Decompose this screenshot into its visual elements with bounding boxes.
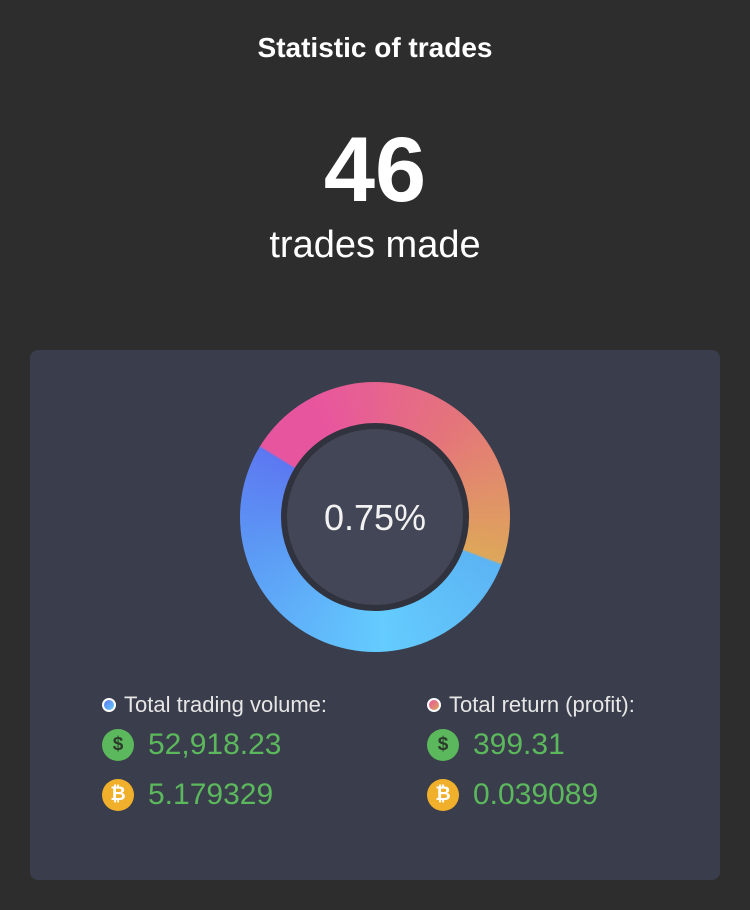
volume-column: Total trading volume: $52,918.23 ₿ 5.1793… <box>102 690 422 820</box>
amount: 5.179329 <box>148 778 274 811</box>
donut-center-label: 0.75% <box>323 497 427 538</box>
currency-icon: $ <box>427 729 459 761</box>
legend-item: Total return (profit): <box>427 690 747 720</box>
legend-dot <box>102 698 116 712</box>
trade-count: 46 <box>323 119 427 221</box>
currency-icon: $ <box>102 729 134 761</box>
trade-count-label: trades made <box>269 224 481 266</box>
stats-card: 0.75% Total trading volume: $52,918.23 ₿… <box>30 350 720 880</box>
currency-icon: ₿ <box>102 779 134 811</box>
amount: 52,918.23 <box>148 728 282 761</box>
amount: 399.31 <box>473 728 565 761</box>
amount-row: $52,918.23 <box>102 720 422 770</box>
legend-label: Total return (profit): <box>449 692 635 717</box>
amount: 0.039089 <box>473 778 599 811</box>
amount-row: $399.31 <box>427 720 747 770</box>
amount-row: ₿ 0.039089 <box>427 770 747 820</box>
title: Statistic of trades <box>257 32 493 63</box>
return-column: Total return (profit): $399.31 ₿ 0.039089 <box>427 690 747 820</box>
legend-dot <box>427 698 441 712</box>
amount-row: ₿ 5.179329 <box>102 770 422 820</box>
currency-icon: ₿ <box>427 779 459 811</box>
legend-item: Total trading volume: <box>102 690 422 720</box>
donut-hole <box>281 423 469 611</box>
legend-label: Total trading volume: <box>124 692 327 717</box>
